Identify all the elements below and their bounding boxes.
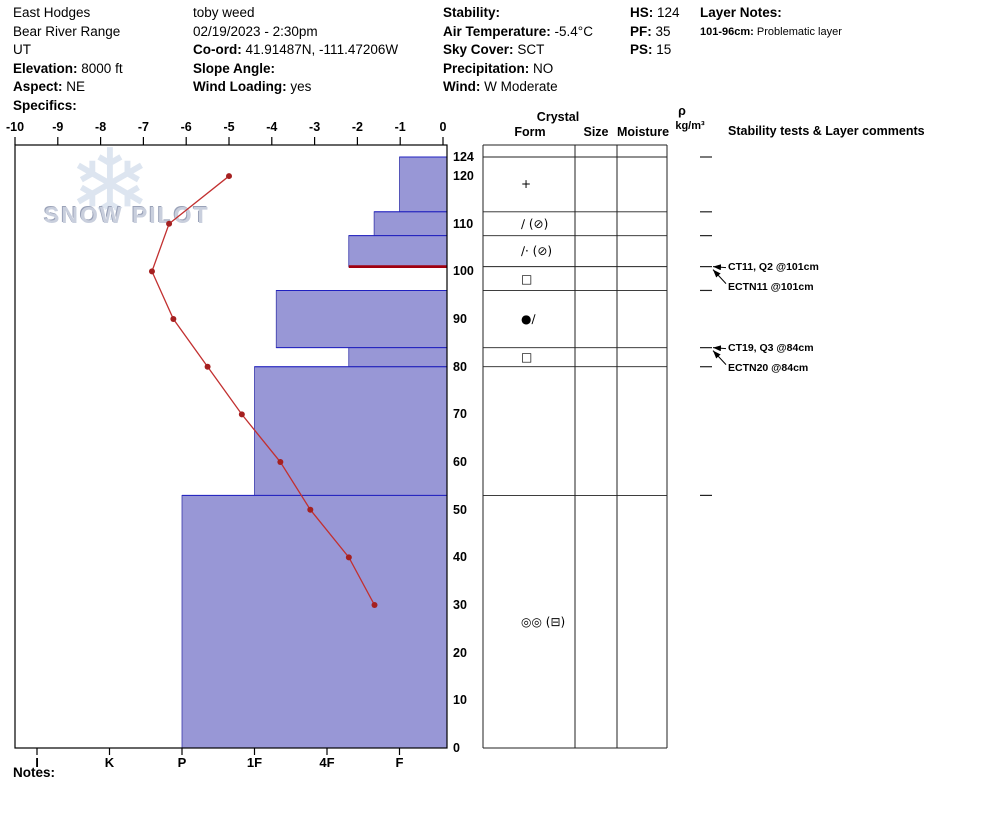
layer-note: 101-96cm: Problematic layer — [700, 23, 842, 42]
temperature-point — [238, 411, 245, 418]
wind-row: Wind: W Moderate — [443, 78, 593, 97]
temperature-line — [151, 175, 376, 606]
layer-bar-4F- — [348, 347, 448, 368]
air-temp-value: -5.4°C — [554, 23, 593, 39]
size-column-header: Size — [583, 125, 609, 139]
precipitation-label: Precipitation: — [443, 60, 530, 76]
pf-value: 35 — [655, 23, 671, 39]
state: UT — [13, 42, 31, 58]
coordinates-row: Co-ord: 41.91487N, -111.47206W — [193, 41, 398, 60]
hs-label: HS: — [630, 5, 654, 20]
temperature-point — [371, 602, 378, 609]
wind-value: W Moderate — [484, 79, 558, 95]
layer-bar-4F- — [348, 235, 448, 268]
hs-value: 124 — [657, 5, 680, 20]
stability-label: Stability: — [443, 5, 501, 20]
pit-name: East Hodges — [13, 5, 91, 20]
layer-bar-F — [399, 156, 448, 213]
crystal-column-header: Crystal — [536, 110, 580, 124]
pf-label: PF: — [630, 23, 652, 39]
coord-value: 41.91487N, -111.47206W — [245, 42, 399, 58]
slope-angle-label: Slope Angle: — [193, 60, 276, 76]
sky-cover-value: SCT — [517, 42, 545, 58]
chart-frame — [14, 144, 448, 749]
layer-bar-1F — [254, 366, 448, 496]
header-location-block: East Hodges Bear River Range UT Elevatio… — [13, 4, 123, 116]
header-snowpack-block: HS: 124 PF: 35 PS: 15 — [630, 4, 680, 60]
elevation-row: Elevation: 8000 ft — [13, 60, 123, 79]
temperature-point — [148, 268, 155, 275]
layer-bar-F+ — [373, 211, 448, 237]
stability-row: Stability: — [443, 4, 593, 23]
observer-name: toby weed — [193, 5, 255, 20]
wind-loading-row: Wind Loading: yes — [193, 78, 398, 97]
mountain-range: Bear River Range — [13, 23, 121, 39]
temperature-point — [226, 173, 232, 180]
layer-bar-1F- — [275, 290, 448, 349]
stability-tests-header: Stability tests & Layer comments — [728, 124, 925, 138]
layer-note-text: Problematic layer — [756, 25, 842, 38]
density-units-header: kg/m³ — [675, 120, 705, 132]
stability-test-arrow — [712, 269, 727, 284]
temperature-point — [166, 220, 173, 227]
temperature-point — [277, 459, 284, 466]
stability-test-arrow — [712, 264, 727, 271]
layer-notes-title: Layer Notes: — [700, 5, 782, 20]
temperature-point — [345, 554, 352, 561]
specifics-label: Specifics: — [13, 97, 77, 113]
aspect-row: Aspect: NE — [13, 78, 123, 97]
stability-test-arrow — [712, 350, 727, 365]
precipitation-row: Precipitation: NO — [443, 60, 593, 79]
snowflake-icon: ❄ — [68, 130, 152, 242]
layer-note-depth: 101-96cm: — [700, 25, 754, 38]
air-temp-label: Air Temperature: — [443, 23, 551, 39]
ps-value: 15 — [656, 42, 672, 58]
pf-row: PF: 35 — [630, 23, 680, 42]
temperature-point — [307, 506, 314, 513]
wind-loading-value: yes — [290, 79, 312, 95]
specifics-row: Specifics: — [13, 97, 123, 116]
hs-row: HS: 124 — [630, 4, 680, 23]
header-conditions-block: Stability: Air Temperature: -5.4°C Sky C… — [443, 4, 593, 97]
elevation-label: Elevation: — [13, 60, 78, 76]
aspect-value: NE — [66, 79, 86, 95]
form-column-header: Form — [514, 125, 546, 139]
notes-label: Notes: — [13, 765, 56, 780]
observation-datetime: 02/19/2023 - 2:30pm — [193, 23, 318, 39]
coord-label: Co-ord: — [193, 42, 242, 58]
temperature-point — [204, 363, 211, 370]
sky-cover-row: Sky Cover: SCT — [443, 41, 593, 60]
aspect-label: Aspect: — [13, 79, 63, 95]
header-observer-block: toby weed 02/19/2023 - 2:30pm Co-ord: 41… — [193, 4, 398, 97]
sky-cover-label: Sky Cover: — [443, 42, 514, 58]
elevation-value: 8000 ft — [81, 60, 123, 76]
wind-loading-label: Wind Loading: — [193, 79, 287, 95]
ps-row: PS: 15 — [630, 41, 680, 60]
precipitation-value: NO — [533, 60, 554, 76]
density-symbol-header: ρ — [678, 104, 686, 118]
wind-label: Wind: — [443, 79, 481, 95]
moisture-column-header: Moisture — [616, 125, 670, 139]
layer-bar-P — [181, 494, 448, 749]
slope-angle-row: Slope Angle: — [193, 60, 398, 79]
air-temp-row: Air Temperature: -5.4°C — [443, 23, 593, 42]
ps-label: PS: — [630, 42, 653, 58]
header-layer-notes-block: Layer Notes: 101-96cm: Problematic layer — [700, 4, 842, 41]
temperature-point — [170, 316, 177, 323]
stability-test-arrow — [712, 345, 727, 352]
